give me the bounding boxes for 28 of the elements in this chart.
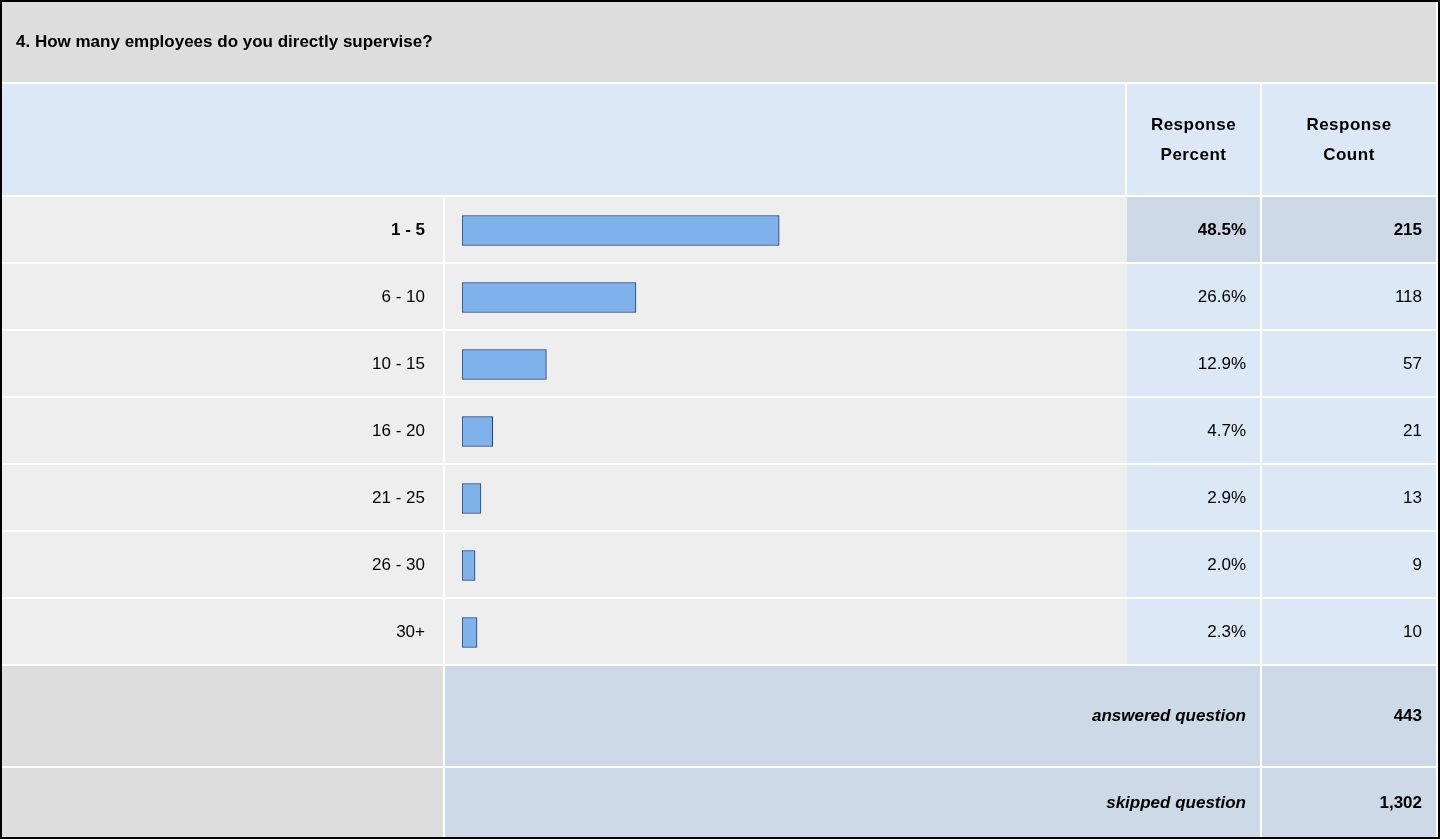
table-cell: 10 xyxy=(1262,599,1438,666)
table-cell: 4.7% xyxy=(1127,398,1262,465)
table-cell: 16 - 20 xyxy=(2,398,445,465)
table-cell: 1 - 5 xyxy=(2,197,445,264)
table-cell: 12.9% xyxy=(1127,331,1262,398)
table-cell: skipped question xyxy=(445,768,1262,837)
table-cell: 13 xyxy=(1262,465,1438,532)
table-cell: 215 xyxy=(1262,197,1438,264)
table-cell: 10 - 15 xyxy=(2,331,445,398)
table-cell: 118 xyxy=(1262,264,1438,331)
table-cell: 6 - 10 xyxy=(2,264,445,331)
table-cell: 48.5% xyxy=(1127,197,1262,264)
table-cell: 1,302 xyxy=(1262,768,1438,837)
table-cell: 57 xyxy=(1262,331,1438,398)
table-cell: 21 xyxy=(1262,398,1438,465)
table-cell: 9 xyxy=(1262,532,1438,599)
table-cell: 2.9% xyxy=(1127,465,1262,532)
table-cell: 4. How many employees do you directly supervise? xyxy=(2,2,1438,84)
table-cell: Response Percent xyxy=(1127,84,1262,197)
table-cell: 21 - 25 xyxy=(2,465,445,532)
table-cell: Response Count xyxy=(1262,84,1438,197)
table-cell: 26.6% xyxy=(1127,264,1262,331)
table-cell: 443 xyxy=(1262,666,1438,768)
table-cell: 30+ xyxy=(2,599,445,666)
table-cell: 2.3% xyxy=(1127,599,1262,666)
table-cell: answered question xyxy=(445,666,1262,768)
table-cell: 2.0% xyxy=(1127,532,1262,599)
table-cell: 26 - 30 xyxy=(2,532,445,599)
